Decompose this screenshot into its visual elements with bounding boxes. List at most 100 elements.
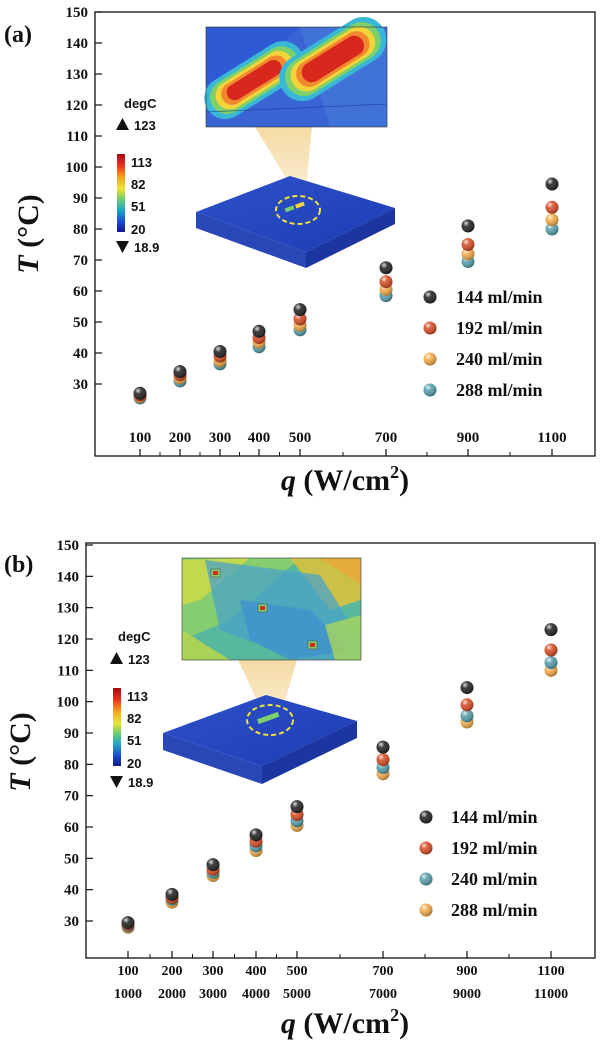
x-tick-label: 700 <box>373 964 394 979</box>
x-axis-label-unit: (W/cm <box>296 464 390 497</box>
legend-item: 192 ml/min <box>423 318 543 338</box>
y-tick-label: 100 <box>57 695 80 711</box>
x-axis-label-var: q <box>281 1007 296 1040</box>
legend-label: 192 ml/min <box>456 318 543 338</box>
x-axis-label: q (W/cm2) <box>281 1005 409 1040</box>
colorbar-max: 123 <box>128 652 150 667</box>
y-tick-label: 80 <box>73 222 88 238</box>
colorbar-tick: 82 <box>127 711 141 726</box>
data-point <box>545 213 559 227</box>
colorbar-min: 18.9 <box>128 775 153 790</box>
x-tick-label-secondary: 5000 <box>283 987 311 1002</box>
y-tick-label: 150 <box>66 5 89 21</box>
panel-label: (a) <box>4 22 32 48</box>
y-tick-label: 130 <box>57 601 80 617</box>
data-point <box>460 681 474 695</box>
legend: 144 ml/min 192 ml/min 240 ml/min 288 ml/min <box>419 807 538 920</box>
inset-plate <box>163 695 357 784</box>
y-tick-label: 40 <box>64 883 79 899</box>
colorbar-tick: 20 <box>131 222 145 237</box>
colorbar-tick: 82 <box>131 177 145 192</box>
panel-a: (a) 30 40 50 60 70 80 90 100 110 120 130 140 150 100… <box>4 5 596 497</box>
colorbar-tick: 51 <box>131 199 145 214</box>
min-triangle-icon <box>116 241 129 253</box>
legend-item: 240 ml/min <box>419 869 538 889</box>
x-tick-label: 1100 <box>537 964 564 979</box>
y-axis-ticks: 30 40 50 60 70 80 90 100 110 120 130 140 150 <box>66 5 102 393</box>
legend-label: 144 ml/min <box>456 287 543 307</box>
data-point <box>460 709 474 723</box>
y-tick-label: 120 <box>66 98 89 114</box>
data-point <box>461 247 475 261</box>
max-triangle-icon <box>110 652 123 664</box>
y-axis-label: T (°C) <box>4 712 37 791</box>
y-tick-label: 120 <box>57 632 80 648</box>
x-axis-label-sup: 2 <box>390 1005 399 1025</box>
y-tick-label: 100 <box>66 160 89 176</box>
data-point <box>165 887 179 901</box>
legend-item: 192 ml/min <box>419 838 538 858</box>
inset-thermal-map <box>204 16 388 188</box>
x-tick-label: 700 <box>375 430 398 446</box>
x-tick-label: 100 <box>129 430 152 446</box>
x-tick-label-secondary: 2000 <box>158 987 186 1002</box>
data-point <box>545 177 559 191</box>
data-point <box>544 656 558 669</box>
legend-label: 144 ml/min <box>451 807 538 827</box>
y-axis-label: T (°C) <box>12 194 45 273</box>
y-axis-ticks: 30 40 50 60 70 80 90 100 110 120 130 140 150 <box>57 538 93 930</box>
data-point <box>249 828 263 842</box>
y-tick-label: 130 <box>66 67 89 83</box>
data-point <box>376 740 390 754</box>
x-tick-label-secondary: 9000 <box>453 987 481 1002</box>
y-tick-label: 140 <box>66 36 89 52</box>
min-triangle-icon <box>110 776 123 788</box>
inset-plate <box>196 176 395 268</box>
data-point <box>293 312 307 326</box>
y-tick-label: 140 <box>57 569 80 585</box>
x-tick-label: 200 <box>162 964 183 979</box>
y-tick-label: 60 <box>64 820 79 836</box>
x-tick-label: 400 <box>246 964 267 979</box>
legend-item: 240 ml/min <box>423 349 543 369</box>
legend-label: 288 ml/min <box>451 900 538 920</box>
y-axis-label-var: T <box>12 254 45 274</box>
data-point <box>544 643 558 657</box>
x-axis-label: q (W/cm2) <box>281 462 409 497</box>
colorbar-tick: 113 <box>127 689 148 704</box>
y-tick-label: 70 <box>73 253 88 269</box>
data-point <box>379 275 393 289</box>
legend-item: 144 ml/min <box>419 807 538 827</box>
y-tick-label: 90 <box>73 191 88 207</box>
y-tick-label: 90 <box>64 726 79 742</box>
x-axis-label-var: q <box>281 464 296 497</box>
y-tick-label: 50 <box>64 851 79 867</box>
y-tick-label: 110 <box>57 663 79 679</box>
x-axis-ticks: 100 200 300 400 500 700 900 1100 <box>129 430 567 456</box>
data-point <box>545 200 559 214</box>
legend-label: 192 ml/min <box>451 838 538 858</box>
colorbar-gradient <box>113 688 121 766</box>
legend: 144 ml/min 192 ml/min 240 ml/min 288 ml/min <box>423 287 543 400</box>
x-tick-label-secondary: 1000 <box>114 987 142 1002</box>
colorbar-title: degC <box>124 96 157 111</box>
x-tick-label: 500 <box>289 430 312 446</box>
colorbar-min: 18.9 <box>134 240 159 255</box>
x-tick-label: 500 <box>287 964 308 979</box>
data-points <box>133 177 559 405</box>
x-axis-ticks: 100 1000 200 2000 300 3000 400 4000 500 5000 700 70… <box>114 951 568 1002</box>
y-tick-label: 150 <box>57 538 80 554</box>
data-point <box>544 623 558 637</box>
x-tick-label: 100 <box>118 964 139 979</box>
colorbar-tick: 113 <box>131 155 152 170</box>
x-tick-label: 200 <box>169 430 192 446</box>
x-tick-label-secondary: 7000 <box>369 987 397 1002</box>
x-axis-label-close: ) <box>399 464 409 497</box>
panel-label: (b) <box>4 552 33 578</box>
data-point <box>461 238 475 251</box>
y-tick-label: 30 <box>64 914 79 930</box>
x-axis-label-close: ) <box>399 1007 409 1040</box>
data-point <box>379 261 393 275</box>
legend-label: 240 ml/min <box>451 869 538 889</box>
x-tick-label: 900 <box>457 430 480 446</box>
